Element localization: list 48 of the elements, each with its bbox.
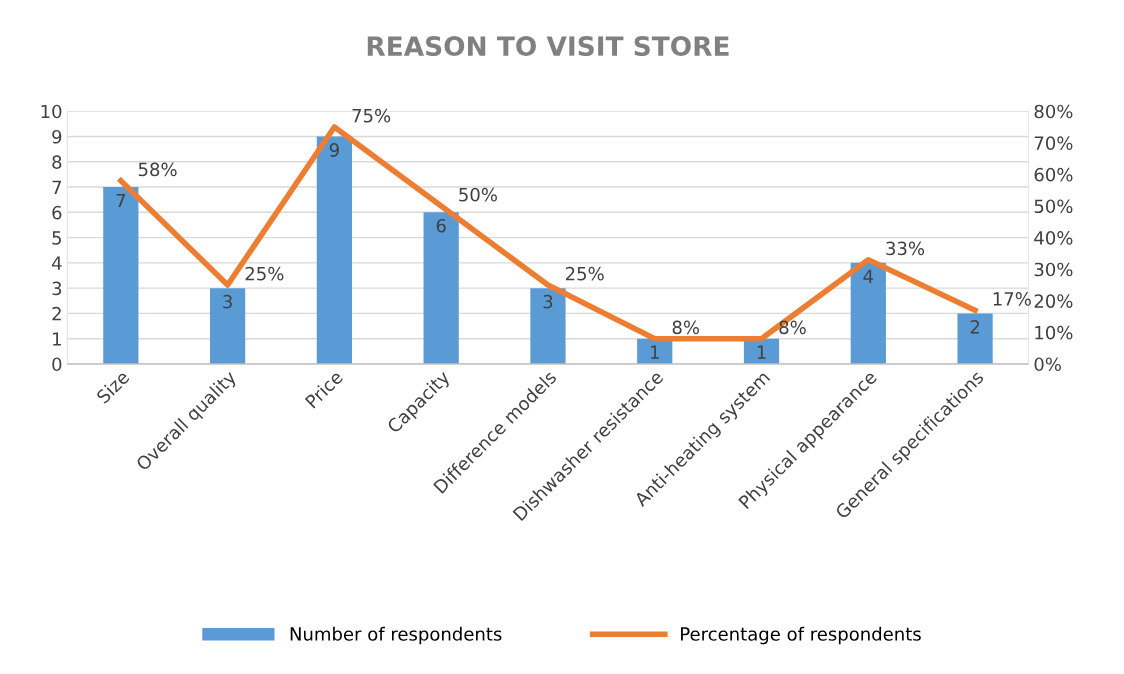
y-tick-label: 2 <box>52 306 61 321</box>
y2-tick-label: 50% <box>1034 199 1073 214</box>
data-label: 4 <box>863 269 874 283</box>
y-tick-label: 0 <box>52 357 62 372</box>
legend-label: Number of respondents <box>290 626 502 645</box>
bar <box>530 288 566 364</box>
data-label: 25% <box>245 266 284 281</box>
y-tick-label: 1 <box>53 332 61 346</box>
data-label: 33% <box>886 241 925 256</box>
data-label: 3 <box>223 294 232 309</box>
data-label: 9 <box>329 143 339 157</box>
data-label: 6 <box>436 218 446 233</box>
y2-tick-label: 80% <box>1034 104 1073 119</box>
data-label: 8% <box>672 320 700 335</box>
bar <box>850 262 886 364</box>
y2-tick-label: 20% <box>1034 294 1073 308</box>
bar <box>957 313 993 364</box>
bar <box>209 288 246 364</box>
data-label: 7 <box>116 193 126 208</box>
y2-tick-label: 10% <box>1035 325 1073 340</box>
y-tick-label: 8 <box>52 155 62 169</box>
data-label: 1 <box>757 345 766 359</box>
data-label: 75% <box>352 108 391 123</box>
bar <box>423 212 459 364</box>
y-tick-label: 10 <box>41 104 62 119</box>
y-tick-label: 6 <box>52 205 62 220</box>
y2-tick-label: 30% <box>1034 262 1073 277</box>
y2-tick-label: 60% <box>1034 167 1073 182</box>
data-label: 8% <box>779 320 806 335</box>
data-label: 58% <box>138 162 177 177</box>
y-tick-label: 7 <box>52 180 62 194</box>
data-label: 50% <box>459 187 497 202</box>
y-tick-label: 4 <box>51 256 62 270</box>
data-label: 17% <box>993 292 1031 306</box>
data-label: 3 <box>543 294 553 309</box>
y2-tick-label: 70% <box>1034 136 1073 150</box>
bar <box>103 187 139 364</box>
y2-tick-label: 40% <box>1034 231 1073 245</box>
data-label: 2 <box>970 320 980 334</box>
y2-tick-label: 0% <box>1034 357 1061 372</box>
y-tick-label: 9 <box>52 129 62 144</box>
data-label: 1 <box>650 345 659 359</box>
legend-label: Percentage of respondents <box>681 626 921 645</box>
y-tick-label: 3 <box>52 281 62 296</box>
chart-title: REASON TO VISIT STORE <box>367 36 729 57</box>
bar <box>316 136 353 364</box>
y-tick-label: 5 <box>52 231 61 245</box>
data-label: 25% <box>565 266 604 281</box>
